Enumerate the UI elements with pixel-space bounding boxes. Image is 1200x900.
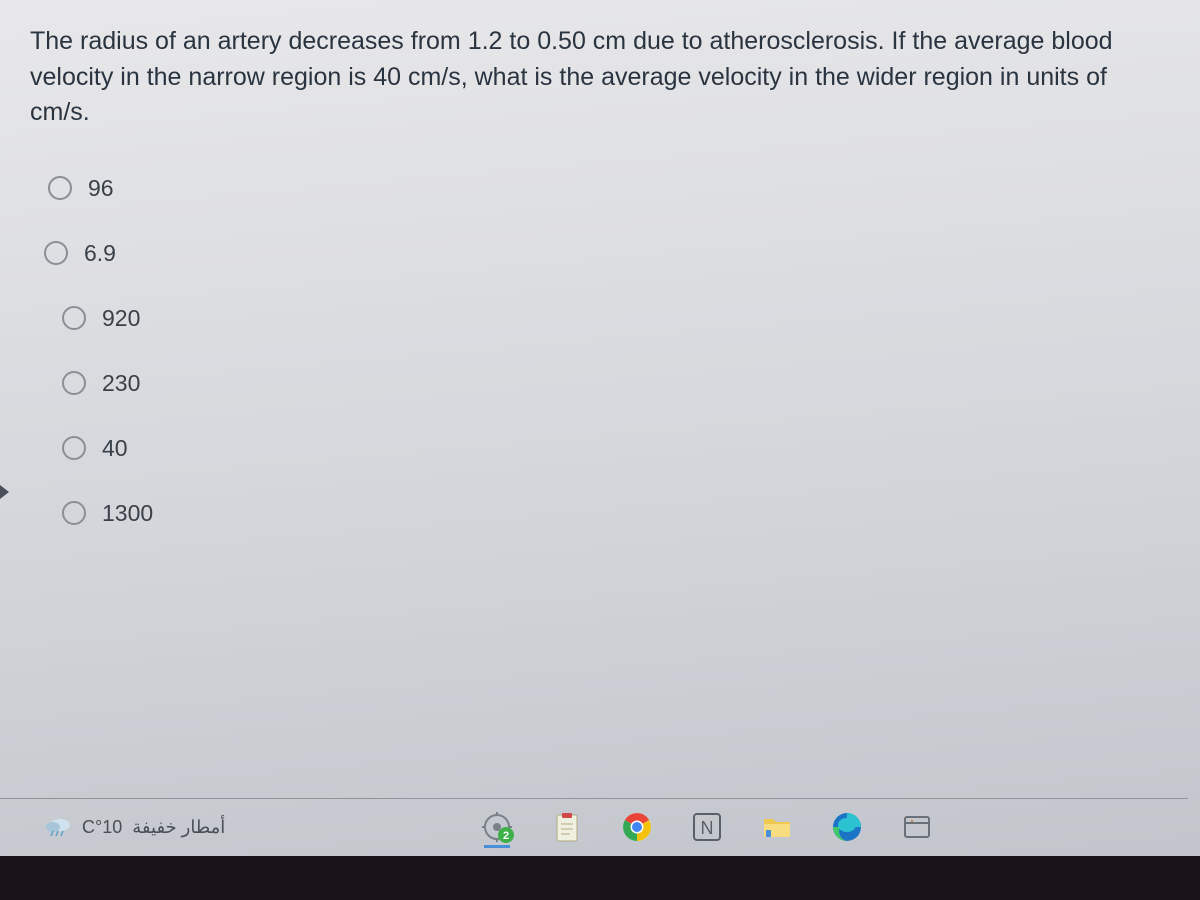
settings-app-icon[interactable]: 2 bbox=[480, 810, 514, 844]
weather-condition: أمطار خفيفة bbox=[132, 817, 225, 837]
option-row-1[interactable]: 96 bbox=[48, 175, 1170, 202]
window-frame-icon[interactable] bbox=[900, 810, 934, 844]
radio-icon[interactable] bbox=[48, 176, 72, 200]
question-text: The radius of an artery decreases from 1… bbox=[30, 24, 1170, 131]
svg-text:N: N bbox=[701, 818, 714, 838]
option-row-2[interactable]: 6.9 bbox=[44, 240, 1170, 267]
radio-icon[interactable] bbox=[62, 436, 86, 460]
svg-text:2: 2 bbox=[503, 830, 509, 842]
radio-icon[interactable] bbox=[62, 371, 86, 395]
radio-icon[interactable] bbox=[62, 306, 86, 330]
clipboard-app-icon[interactable] bbox=[550, 810, 584, 844]
file-explorer-icon[interactable] bbox=[760, 810, 794, 844]
radio-icon[interactable] bbox=[44, 241, 68, 265]
screen-bottom-band bbox=[0, 856, 1200, 900]
option-label: 920 bbox=[102, 305, 140, 332]
option-row-6[interactable]: 1300 bbox=[62, 500, 1170, 527]
quiz-content: The radius of an artery decreases from 1… bbox=[0, 0, 1200, 527]
n-app-icon[interactable]: N bbox=[690, 810, 724, 844]
chrome-browser-icon[interactable] bbox=[620, 810, 654, 844]
option-label: 96 bbox=[88, 175, 114, 202]
edge-browser-icon[interactable] bbox=[830, 810, 864, 844]
option-label: 230 bbox=[102, 370, 140, 397]
taskbar: أمطار خفيفة 10°C 2 bbox=[0, 798, 1200, 856]
taskbar-app-icons: 2 bbox=[480, 810, 934, 844]
weather-text: أمطار خفيفة 10°C bbox=[82, 817, 225, 838]
option-row-4[interactable]: 230 bbox=[62, 370, 1170, 397]
weather-widget[interactable]: أمطار خفيفة 10°C bbox=[44, 817, 225, 838]
active-app-underline bbox=[484, 845, 510, 848]
weather-temperature: 10°C bbox=[82, 817, 122, 837]
answer-options-group: 96 6.9 920 230 40 1300 bbox=[30, 175, 1170, 527]
scroll-left-arrow bbox=[0, 485, 9, 499]
option-row-5[interactable]: 40 bbox=[62, 435, 1170, 462]
weather-rain-icon bbox=[44, 817, 72, 837]
option-row-3[interactable]: 920 bbox=[62, 305, 1170, 332]
option-label: 1300 bbox=[102, 500, 153, 527]
radio-icon[interactable] bbox=[62, 501, 86, 525]
option-label: 6.9 bbox=[84, 240, 116, 267]
option-label: 40 bbox=[102, 435, 128, 462]
taskbar-divider bbox=[0, 798, 1188, 799]
